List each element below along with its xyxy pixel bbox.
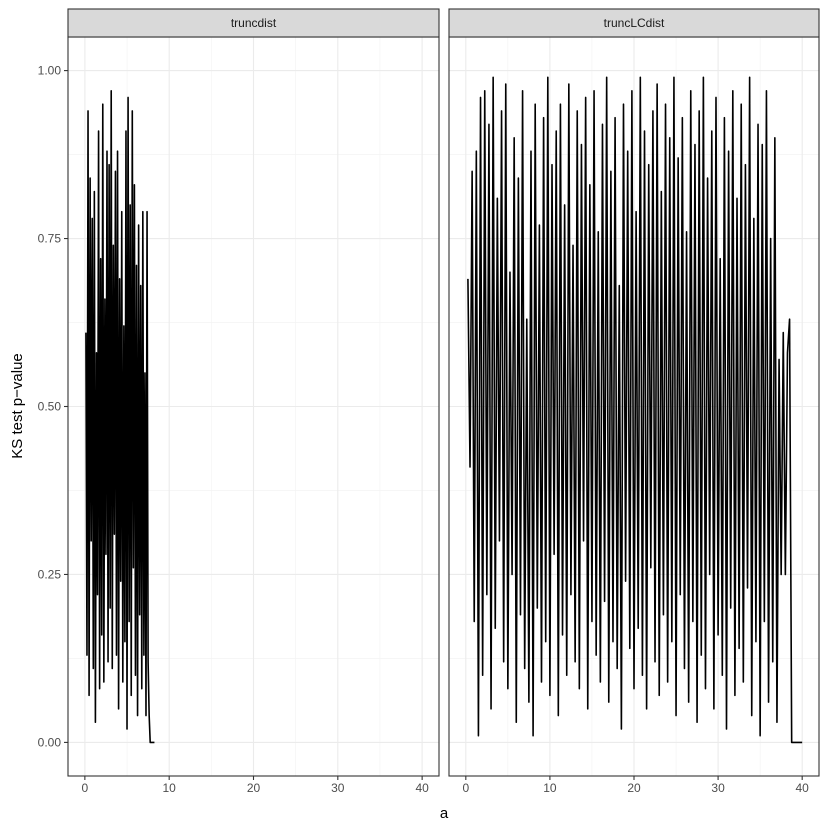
y-tick-label: 0.00 — [38, 735, 62, 749]
x-tick-label: 10 — [163, 781, 177, 795]
y-tick-label: 0.50 — [38, 400, 62, 414]
y-tick-label: 0.75 — [38, 232, 62, 246]
strip-title: truncdist — [231, 16, 277, 30]
x-axis-label: a — [440, 805, 449, 822]
x-tick-label: 0 — [462, 781, 469, 795]
x-tick-label: 10 — [543, 781, 557, 795]
strip-title: truncLCdist — [604, 16, 665, 30]
x-tick-label: 40 — [796, 781, 810, 795]
x-tick-label: 30 — [331, 781, 345, 795]
x-tick-label: 30 — [711, 781, 725, 795]
x-tick-label: 0 — [82, 781, 89, 795]
strip — [448, 8, 820, 38]
x-tick-label: 20 — [247, 781, 261, 795]
y-axis-label: KS test p−value — [9, 353, 26, 458]
y-tick-label: 0.25 — [38, 567, 62, 581]
x-tick-label: 40 — [415, 781, 429, 795]
data-line — [467, 76, 803, 744]
data-line — [85, 89, 155, 744]
y-tick-label: 1.00 — [38, 64, 62, 78]
x-tick-label: 20 — [627, 781, 641, 795]
strip — [67, 8, 440, 38]
